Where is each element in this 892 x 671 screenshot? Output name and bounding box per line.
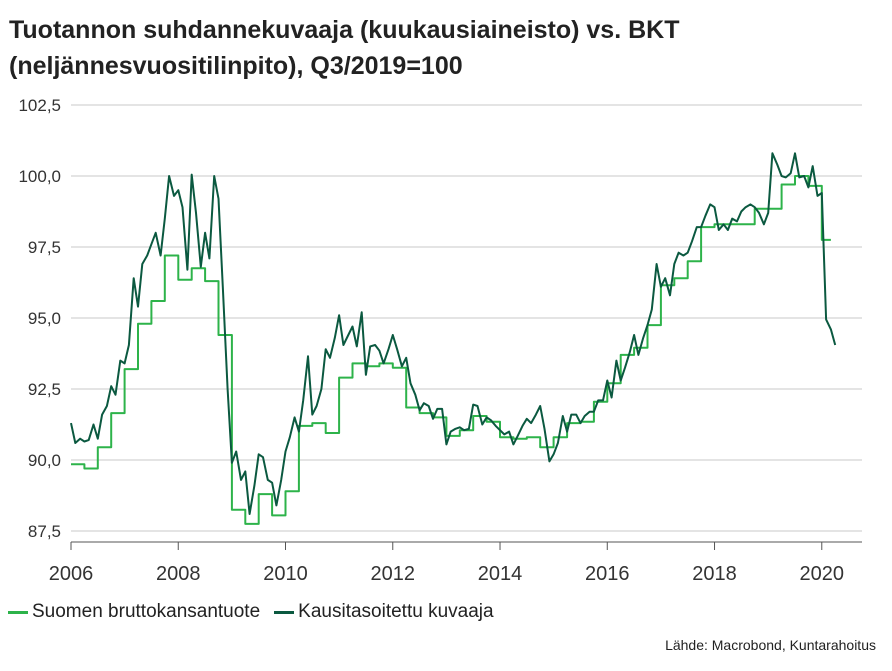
legend-item-gdp: Suomen bruttokansantuote: [8, 601, 260, 623]
chart-legend: Suomen bruttokansantuote Kausitasoitettu…: [8, 600, 508, 624]
y-tick-label: 100,0: [18, 167, 61, 186]
legend-swatch-indicator: [274, 610, 295, 614]
x-tick-label: 2016: [585, 563, 630, 585]
chart-title-line-1: Tuotannon suhdannekuvaaja (kuukausiainei…: [9, 16, 680, 44]
y-tick-label: 95,0: [28, 309, 61, 328]
legend-label-indicator: Kausitasoitettu kuvaaja: [298, 601, 494, 622]
y-tick-label: 90,0: [28, 451, 61, 470]
y-tick-label: 102,5: [18, 96, 61, 115]
legend-item-indicator: Kausitasoitettu kuvaaja: [274, 601, 494, 623]
source-note: Lähde: Macrobond, Kuntarahoitus: [665, 637, 876, 653]
x-tick-label: 2006: [49, 563, 94, 585]
legend-swatch-gdp: [8, 610, 28, 614]
series-line-gdp: [71, 175, 831, 525]
x-tick-label: 2020: [800, 563, 845, 585]
chart-title-line-2: (neljännesvuositilinpito), Q3/2019=100: [9, 52, 463, 80]
y-tick-label: 97,5: [28, 238, 61, 257]
y-tick-label: 87,5: [28, 522, 61, 541]
x-tick-label: 2010: [263, 563, 308, 585]
chart-title: Tuotannon suhdannekuvaaja (kuukausiainei…: [9, 12, 879, 84]
legend-label-gdp: Suomen bruttokansantuote: [32, 601, 261, 622]
line-chart: 87,5 90,0 92,5 95,0 97,5 100,0 102,5 2006 2008 20…: [18, 96, 862, 585]
x-tick-label: 2012: [371, 563, 416, 585]
x-tick-label: 2018: [692, 563, 737, 585]
y-tick-label: 92,5: [28, 380, 61, 399]
x-tick-label: 2014: [478, 563, 523, 585]
series-line-indicator: [70, 152, 837, 515]
x-tick-label: 2008: [156, 563, 201, 585]
